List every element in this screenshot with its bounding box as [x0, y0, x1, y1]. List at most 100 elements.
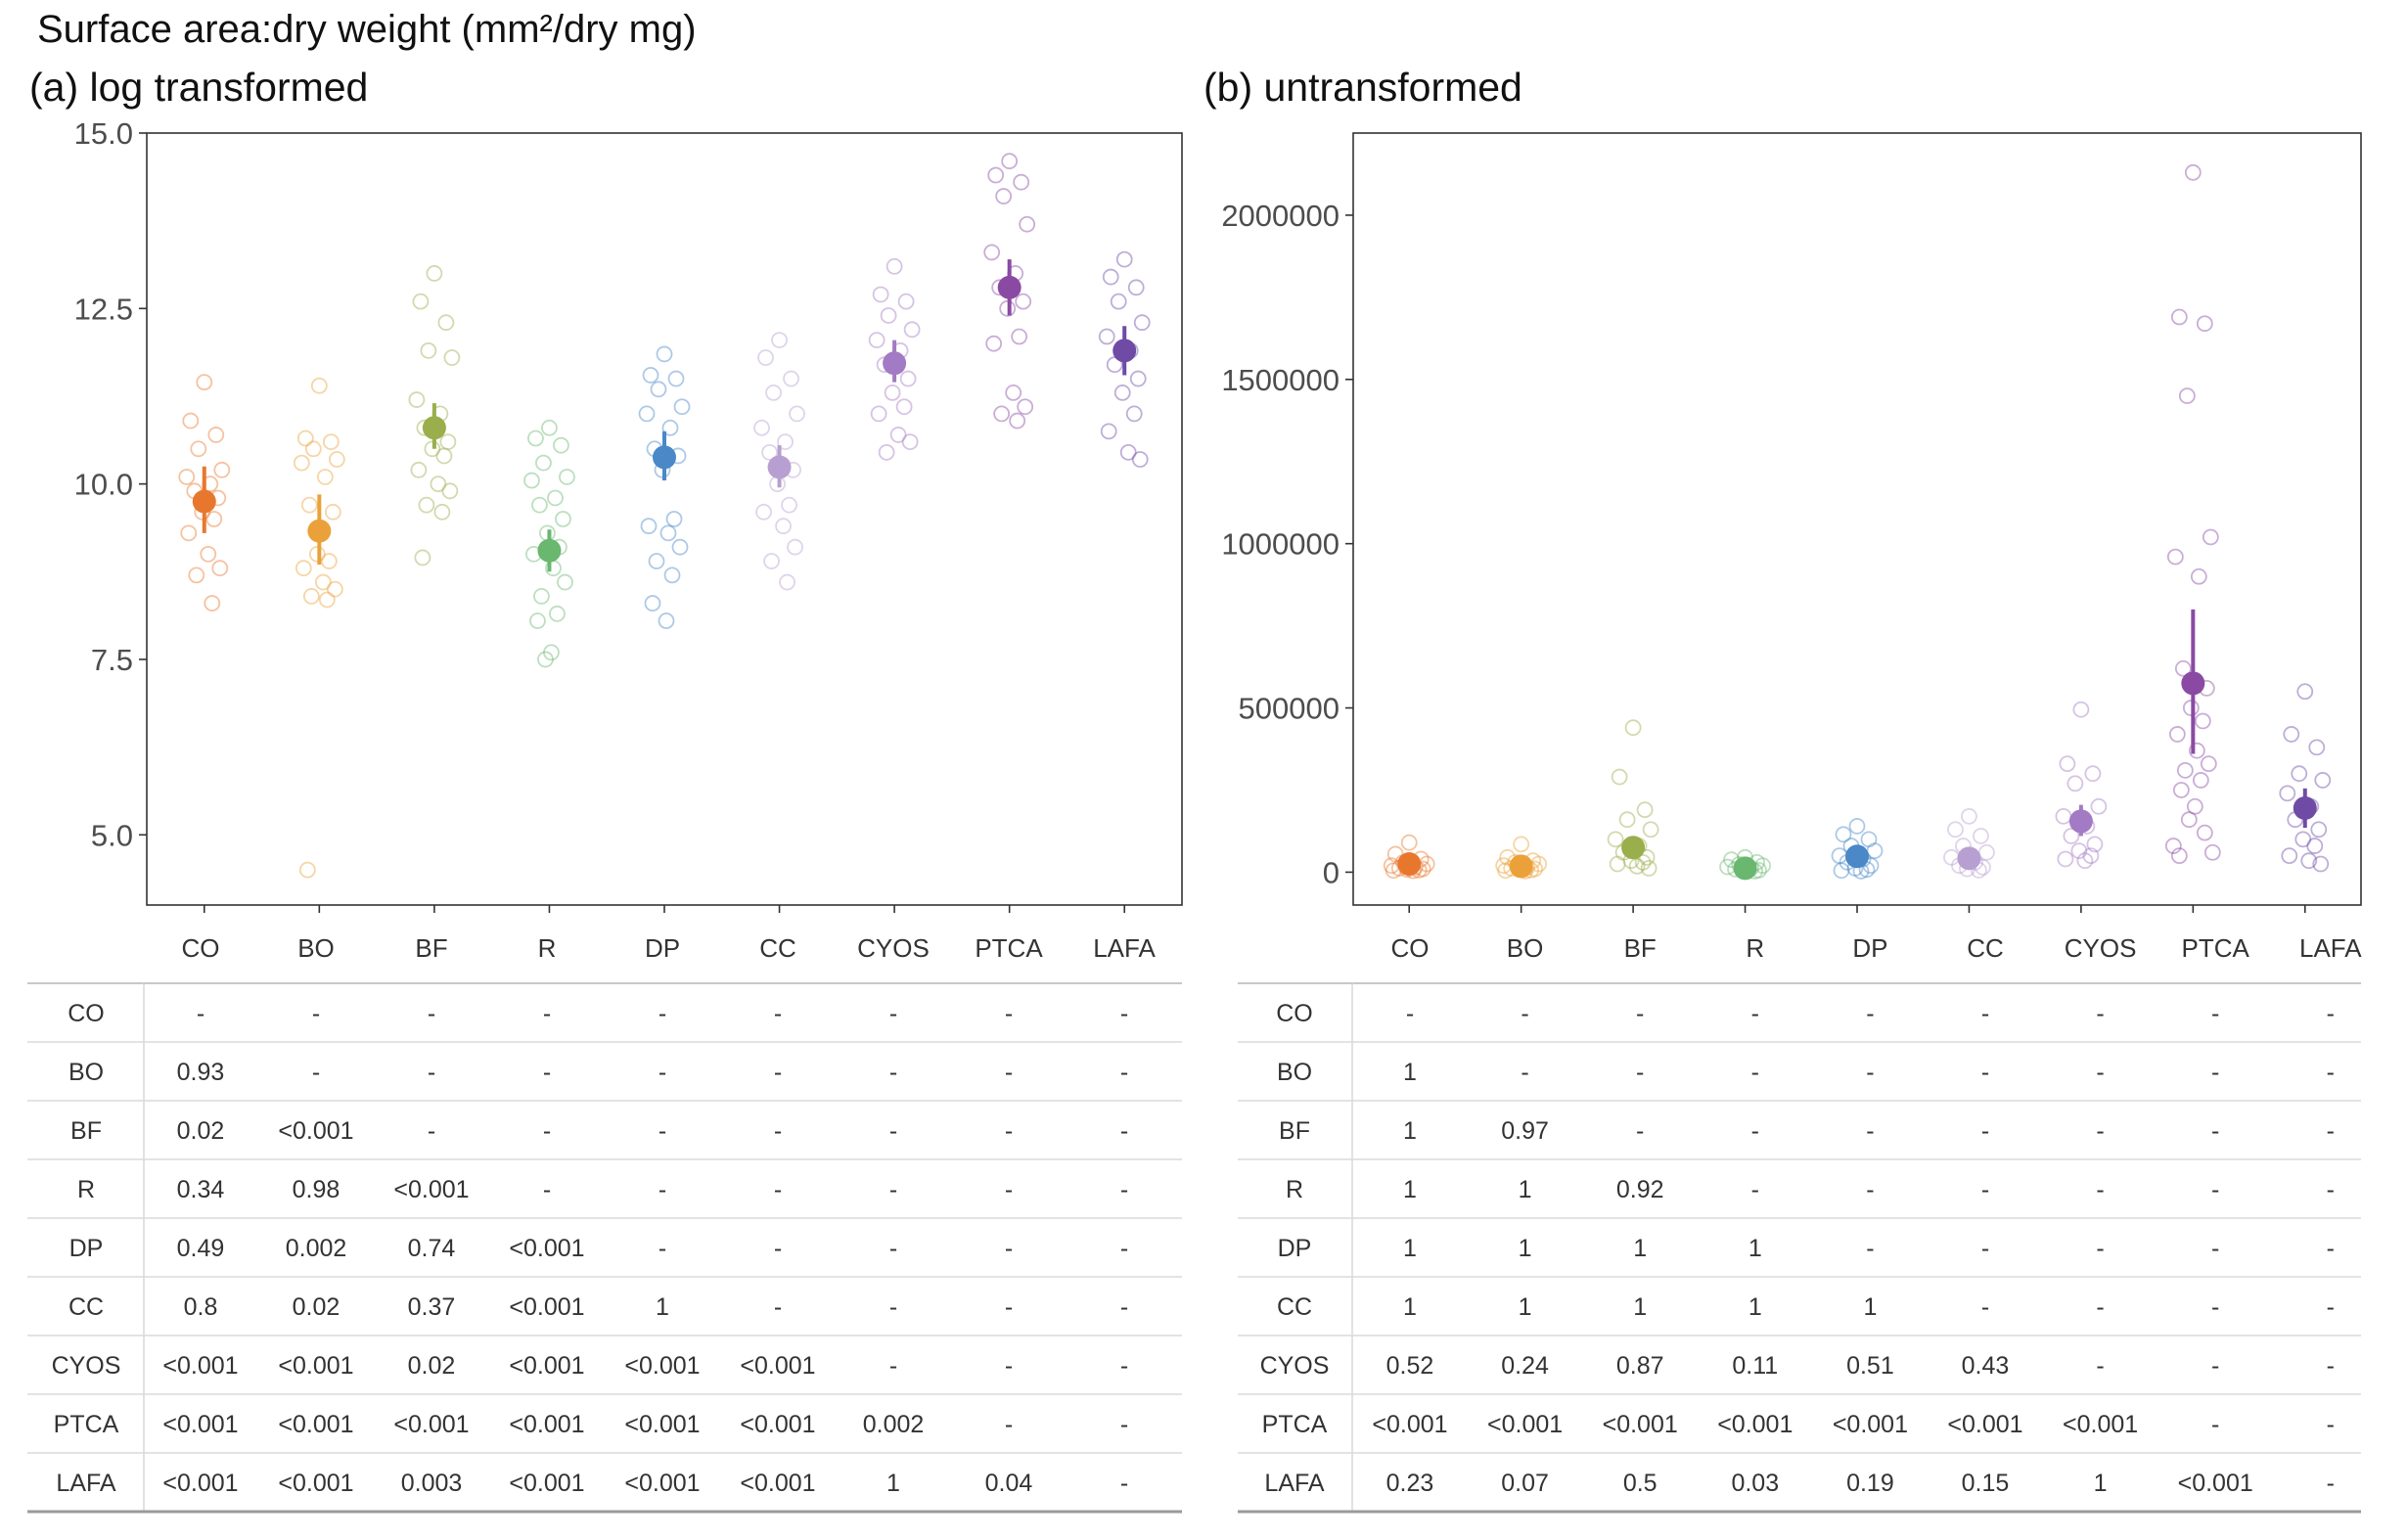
table-cell: - [2211, 1176, 2219, 1203]
table-cell: - [774, 1059, 782, 1086]
table-cell: <0.001 [509, 1352, 584, 1380]
data-point-cyos [903, 321, 921, 339]
table-cell: <0.001 [1372, 1411, 1447, 1438]
data-point-ptca [2200, 755, 2217, 773]
table-cell: <0.001 [509, 1235, 584, 1262]
data-point-co [1400, 834, 1418, 851]
table-row-label: R [1286, 1176, 1303, 1203]
table-column-header: R [1746, 933, 1764, 963]
table-row-label: DP [1278, 1235, 1312, 1262]
data-point-lafa [2279, 785, 2296, 802]
table-cell: 1 [2094, 1470, 2108, 1497]
table-cell: - [1120, 1470, 1128, 1497]
data-point-cyos [2084, 765, 2102, 783]
table-cell: <0.001 [162, 1411, 238, 1438]
data-point-ptca [995, 188, 1013, 204]
mean-point-dp [1845, 844, 1869, 869]
table-row-label: BO [1277, 1059, 1312, 1086]
data-point-cc [781, 496, 797, 514]
data-point-ptca [2186, 797, 2203, 815]
data-point-ptca [1015, 293, 1032, 310]
table-cell: - [2211, 1352, 2219, 1380]
data-point-cc [789, 405, 805, 423]
table-cell: - [2327, 1470, 2335, 1497]
table-cell: - [1005, 1411, 1013, 1438]
table-cell: - [1005, 1000, 1013, 1027]
table-cell: - [1981, 1117, 1989, 1145]
data-point-ptca [2176, 761, 2194, 779]
mean-point-dp [653, 445, 676, 470]
data-point-cyos [878, 443, 895, 461]
data-point-ptca [2202, 528, 2219, 546]
data-point-dp [663, 566, 681, 584]
data-point-ptca [1017, 398, 1034, 416]
table-cell: - [1866, 1000, 1874, 1027]
table-cell: - [1120, 1411, 1128, 1438]
table-cell: - [428, 1000, 435, 1027]
data-point-cyos [2086, 836, 2104, 853]
data-point-bo [1513, 836, 1530, 853]
table-column-header: PTCA [975, 933, 1043, 963]
y-tick-label: 1500000 [1221, 363, 1340, 397]
table-cell: - [1981, 1293, 1989, 1321]
table-cell: 0.003 [401, 1470, 463, 1497]
table-cell: 0.002 [863, 1411, 925, 1438]
data-point-r [531, 496, 548, 514]
table-cell: - [1751, 1117, 1759, 1145]
data-point-r [529, 612, 546, 629]
table-cell: <0.001 [278, 1411, 353, 1438]
data-point-r [541, 419, 558, 436]
table-column-header: CC [1967, 933, 2004, 963]
data-point-bo [322, 433, 340, 451]
mean-point-lafa [2293, 795, 2317, 820]
table-cell: - [1120, 1059, 1128, 1086]
data-point-ptca [2170, 847, 2188, 865]
table-cell: 0.002 [286, 1235, 347, 1262]
data-point-co [205, 511, 223, 527]
table-row-label: CC [1277, 1293, 1312, 1321]
data-point-ptca [985, 335, 1003, 352]
data-point-ptca [2196, 315, 2213, 333]
table-row-label: DP [69, 1235, 104, 1262]
y-tick-label: 1000000 [1221, 527, 1340, 562]
table-cell: <0.001 [1947, 1411, 2022, 1438]
data-point-lafa [2310, 821, 2328, 838]
data-point-bf [443, 349, 461, 366]
table-cell: <0.001 [624, 1411, 700, 1438]
data-point-ptca [1005, 384, 1022, 401]
table-cell: 1 [1863, 1293, 1877, 1321]
table-cell: - [774, 1176, 782, 1203]
data-point-cc [761, 443, 778, 461]
data-point-bf [433, 503, 451, 521]
table-row-label: PTCA [1262, 1411, 1328, 1438]
table-cell: - [1406, 1000, 1414, 1027]
table-cell: - [1120, 1352, 1128, 1380]
y-tick-label: 0 [1323, 855, 1340, 889]
table-cell: - [774, 1235, 782, 1262]
table-cell: <0.001 [509, 1470, 584, 1497]
data-point-bo [300, 496, 318, 514]
table-row-label: BF [1279, 1117, 1310, 1145]
data-point-bf [1624, 719, 1642, 737]
data-point-r [523, 472, 540, 489]
table-cell: - [1981, 1235, 1989, 1262]
table-cell: - [2327, 1235, 2335, 1262]
table-cell: <0.001 [740, 1470, 815, 1497]
data-point-dp [659, 524, 677, 542]
y-tick-label: 500000 [1239, 692, 1340, 726]
data-point-lafa [2296, 683, 2314, 701]
table-row-label: R [77, 1176, 95, 1203]
table-column-header: CYOS [857, 933, 930, 963]
data-point-lafa [2306, 838, 2324, 854]
data-point-bf [441, 482, 459, 500]
panel-b: 0 500000 1000000 1500000 2000000 [1221, 132, 2362, 913]
table-cell: - [1521, 1059, 1528, 1086]
mean-point-cc [767, 455, 792, 479]
data-point-bf [435, 447, 453, 465]
table-cell: - [543, 1000, 551, 1027]
table-cell: - [2096, 1293, 2104, 1321]
data-point-co [182, 412, 200, 430]
data-point-bo [310, 377, 328, 394]
data-point-co [196, 374, 213, 391]
table-column-header: LAFA [1093, 933, 1156, 963]
